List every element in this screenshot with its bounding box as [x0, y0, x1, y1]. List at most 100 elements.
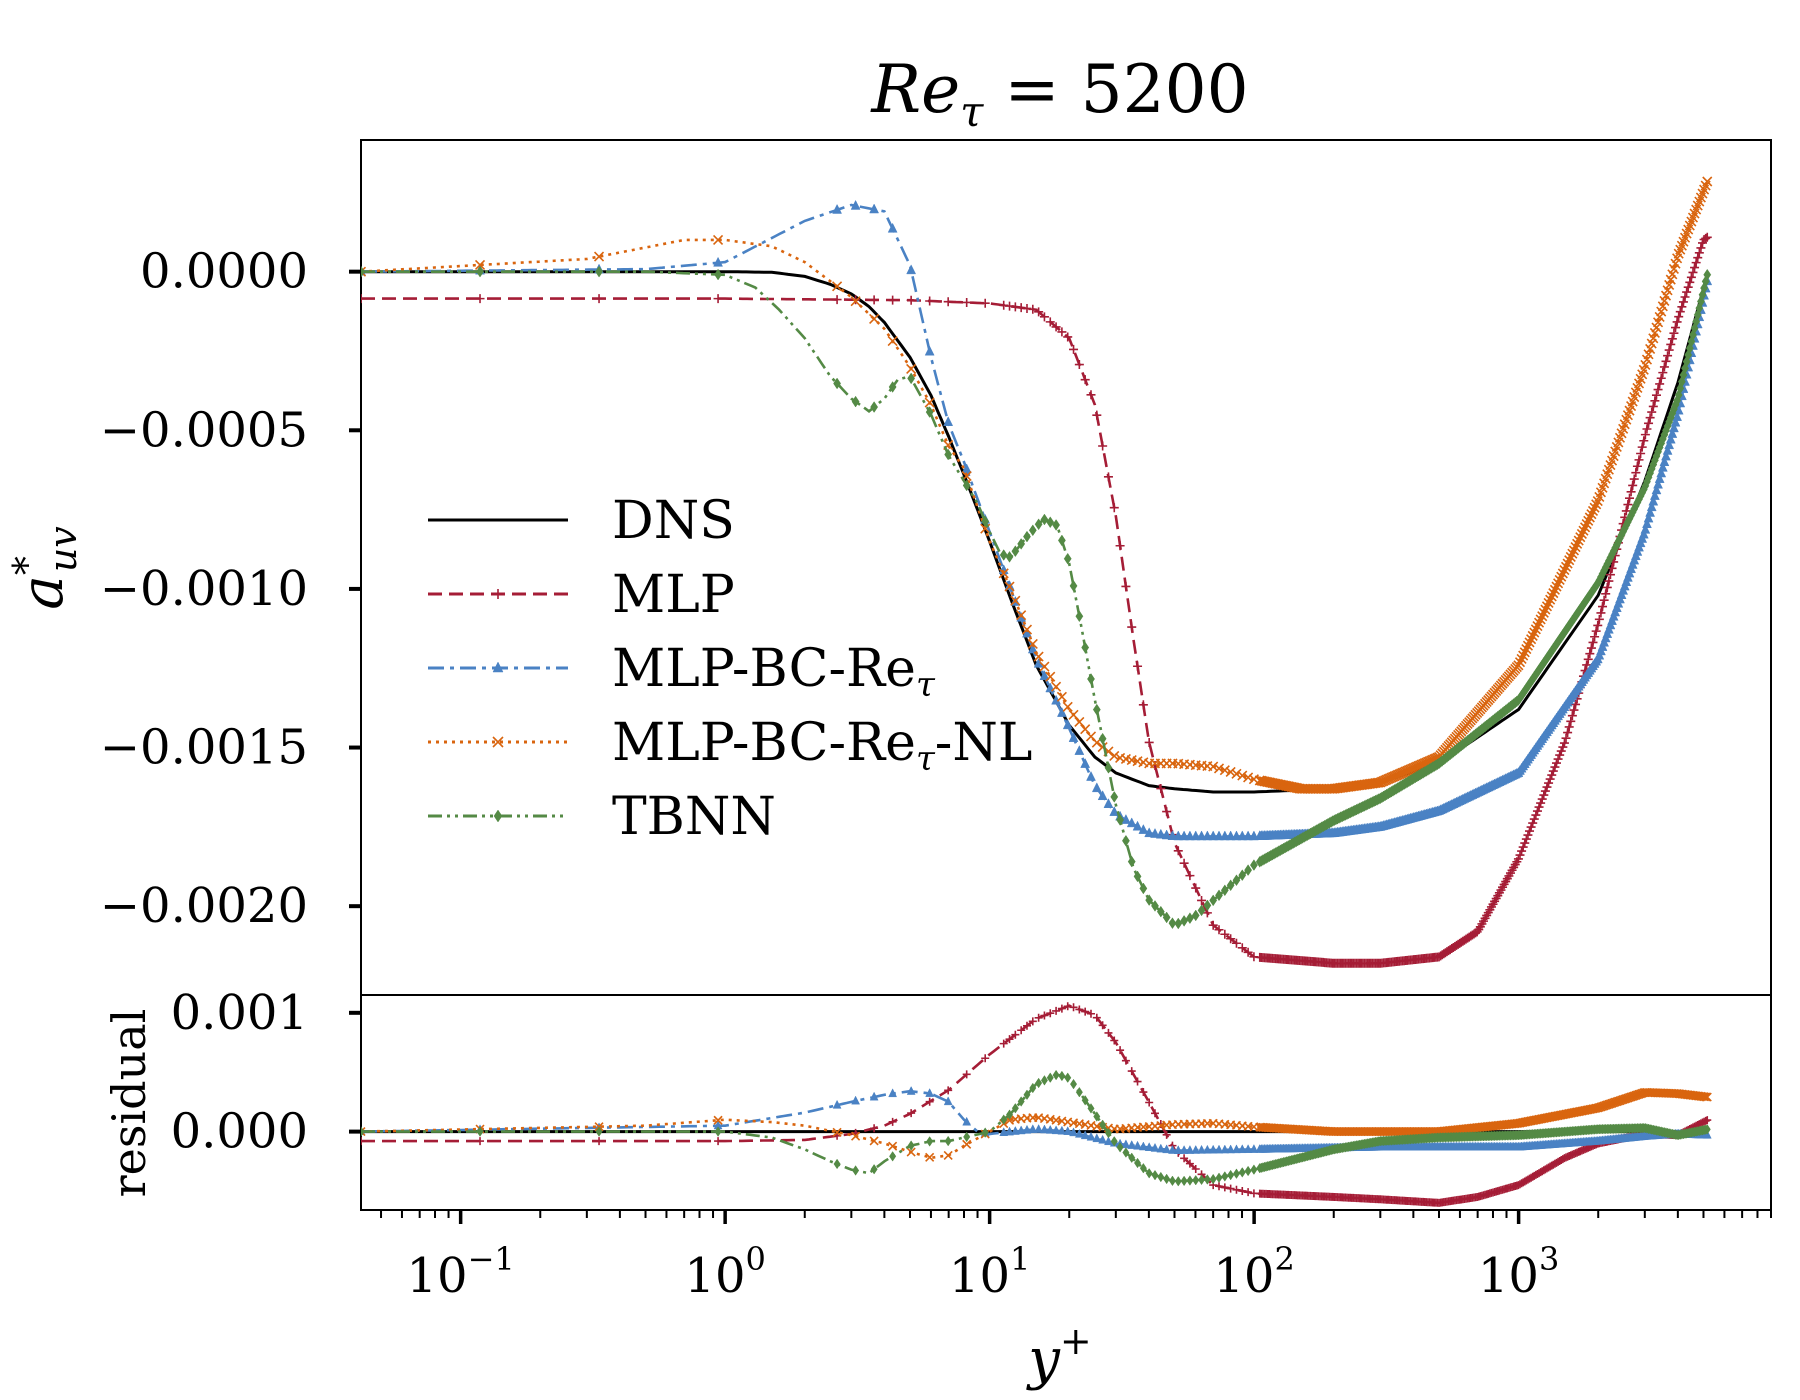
marker-mlp: [1585, 649, 1595, 659]
series-mlp: [361, 232, 1712, 968]
marker-tbnn: [1174, 917, 1183, 930]
marker-mlp: [1017, 1026, 1026, 1035]
marker-tbnn: [1057, 534, 1066, 547]
marker-mlp-bc-re: [1016, 1125, 1026, 1135]
marker-mlp: [1521, 834, 1531, 844]
marker-mlp-bc-re-nl: [474, 259, 486, 271]
marker-mlp: [1550, 762, 1560, 772]
series-mlp-bc-re-nl: [361, 176, 1713, 794]
marker-mlp-bc-re: [1161, 829, 1172, 840]
marker-mlp: [1669, 328, 1679, 338]
marker-mlp: [1623, 500, 1633, 510]
marker-mlp: [361, 294, 366, 304]
marker-mlp: [1564, 722, 1574, 732]
legend-label: TBNN: [612, 787, 776, 847]
marker-mlp: [1214, 925, 1224, 935]
marker-tbnn: [1163, 1173, 1171, 1185]
marker-mlp: [1069, 1003, 1078, 1012]
marker-mlp: [1220, 929, 1230, 939]
residual-y-axis: 0.001 0.000: [171, 985, 361, 1160]
marker-tbnn: [944, 1135, 952, 1147]
marker-mlp: [1651, 390, 1661, 400]
marker-mlp: [1703, 1116, 1712, 1125]
marker-mlp-bc-re-nl: [361, 1127, 366, 1137]
marker-mlp: [1057, 1004, 1066, 1013]
marker-mlp: [1555, 750, 1565, 760]
marker-mlp: [1556, 746, 1566, 756]
marker-tbnn: [963, 1131, 971, 1143]
marker-mlp-bc-re-nl: [1056, 691, 1067, 702]
marker-mlp: [1215, 1182, 1224, 1191]
marker-mlp: [1686, 272, 1696, 282]
marker-mlp: [1513, 854, 1523, 864]
marker-mlp: [1080, 375, 1090, 385]
marker-tbnn: [361, 1126, 365, 1137]
marker-tbnn: [361, 265, 365, 278]
marker-tbnn: [1687, 335, 1696, 348]
series-line-mlp-bc-re-nl: [361, 1091, 1709, 1160]
marker-mlp: [870, 1124, 879, 1133]
marker-mlp: [1185, 871, 1195, 881]
marker-tbnn: [1110, 791, 1119, 803]
marker-tbnn: [476, 265, 484, 278]
marker-tbnn: [1186, 912, 1194, 925]
marker-tbnn: [1203, 1174, 1211, 1185]
marker-mlp: [1063, 1002, 1072, 1011]
markers-mlp-bc-re-nl: [361, 176, 1713, 794]
marker-tbnn: [1197, 904, 1206, 917]
marker-mlp: [1231, 938, 1241, 948]
markers-tbnn: [361, 265, 1712, 930]
marker-mlp-bc-re-nl: [593, 251, 605, 262]
marker-mlp: [594, 294, 604, 304]
marker-mlp: [1046, 1009, 1055, 1018]
marker-tbnn: [1128, 1152, 1136, 1164]
marker-tbnn: [1209, 1173, 1217, 1185]
marker-mlp: [1057, 327, 1067, 337]
marker-mlp: [1596, 608, 1606, 618]
marker-mlp: [1526, 822, 1536, 832]
marker-mlp: [1567, 711, 1577, 721]
marker-mlp: [1179, 858, 1189, 868]
marker-mlp: [1658, 368, 1668, 378]
marker-mlp-bc-re: [1653, 478, 1663, 489]
marker-tbnn: [1232, 874, 1241, 887]
marker-tbnn: [1011, 1102, 1019, 1114]
marker-tbnn: [1075, 610, 1084, 623]
marker-mlp: [1075, 1005, 1084, 1014]
marker-mlp-bc-re: [999, 1127, 1009, 1136]
marker-mlp-bc-re: [1670, 416, 1681, 427]
marker-mlp-bc-re: [1672, 411, 1683, 421]
marker-mlp: [1677, 302, 1687, 312]
marker-tbnn: [926, 1136, 934, 1147]
marker-tbnn: [1069, 580, 1078, 592]
marker-tbnn: [1677, 375, 1686, 388]
legend-item-mlp-bc-re-2: MLP-BC-Reτ: [428, 639, 936, 705]
marker-mlp: [1671, 323, 1681, 333]
marker-mlp-bc-re-nl: [925, 1152, 935, 1162]
marker-mlp: [1688, 267, 1698, 277]
marker-mlp: [1226, 1184, 1235, 1193]
marker-mlp: [1701, 1116, 1710, 1125]
marker-tbnn: [476, 1126, 484, 1137]
marker-tbnn: [1221, 1171, 1229, 1182]
marker-mlp: [1571, 699, 1581, 709]
marker-mlp: [1602, 582, 1612, 592]
marker-tbnn: [1087, 1103, 1095, 1114]
marker-mlp-bc-re-nl: [713, 1115, 723, 1125]
marker-mlp: [1629, 474, 1639, 484]
marker-mlp: [1087, 1009, 1095, 1018]
x-axis: 10−1 100 101 102 103: [380, 1210, 1772, 1304]
marker-mlp: [1074, 360, 1084, 370]
marker-mlp: [1674, 312, 1684, 322]
marker-mlp-bc-re-nl: [1219, 765, 1230, 776]
y-tick-label: −0.0010: [100, 561, 308, 617]
legend-label: MLP: [612, 565, 735, 625]
legend-marker: [493, 809, 503, 823]
marker-mlp: [1680, 292, 1690, 302]
marker-mlp-bc-re: [1155, 828, 1166, 839]
series-line-mlp: [361, 1004, 1709, 1205]
marker-tbnn: [1133, 870, 1142, 883]
series-line-tbnn: [361, 270, 1710, 927]
marker-mlp: [1145, 1098, 1154, 1107]
marker-mlp-bc-re: [1249, 1144, 1259, 1153]
